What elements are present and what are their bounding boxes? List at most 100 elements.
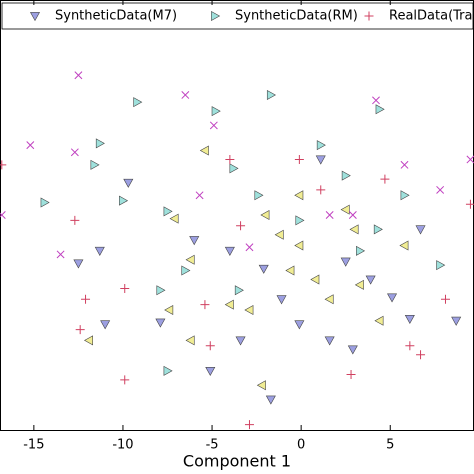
point [315, 155, 326, 165]
point [155, 318, 166, 328]
point [276, 295, 287, 305]
point [133, 97, 143, 108]
point [244, 420, 254, 430]
legend-label: SyntheticData(RM) [235, 9, 358, 24]
point [224, 246, 235, 256]
legend-marker [211, 10, 221, 22]
point [56, 250, 65, 259]
point [244, 304, 254, 315]
point [346, 369, 356, 379]
point [120, 375, 130, 385]
point [400, 190, 410, 201]
point [0, 160, 7, 170]
point [387, 293, 398, 303]
x-tick-label: -15 [23, 438, 44, 453]
point [294, 240, 304, 251]
point [400, 160, 409, 169]
point [100, 320, 111, 330]
point [440, 294, 450, 304]
point [229, 163, 239, 174]
point [451, 316, 462, 326]
point [295, 215, 305, 226]
point [225, 154, 235, 164]
point [181, 265, 191, 276]
point [156, 285, 166, 296]
point [70, 215, 80, 225]
point [26, 141, 35, 150]
point [90, 159, 100, 170]
x-tick-label: 0 [297, 438, 305, 453]
point [185, 254, 195, 265]
point [341, 170, 351, 181]
point [294, 320, 305, 330]
legend-label: RealData(Tra [389, 9, 472, 24]
point [399, 240, 409, 251]
point [209, 121, 218, 130]
x-tick-label: 5 [386, 438, 394, 453]
point [235, 336, 246, 346]
point [265, 395, 276, 405]
point [466, 155, 474, 164]
point [416, 350, 426, 360]
point [404, 315, 415, 325]
point [245, 243, 254, 252]
point [256, 380, 266, 391]
point [164, 304, 174, 315]
point [234, 285, 244, 296]
point [310, 274, 320, 285]
x-tick-label: -5 [206, 438, 219, 453]
point [258, 264, 269, 274]
point [211, 106, 221, 117]
x-axis-label: Component 1 [183, 452, 291, 471]
legend-label: SyntheticData(M7) [55, 9, 177, 24]
point [348, 211, 357, 219]
point [266, 89, 276, 100]
legend-marker [364, 11, 374, 21]
point [199, 145, 209, 156]
point [75, 325, 85, 335]
point [325, 211, 334, 219]
point [436, 260, 446, 271]
point [294, 190, 304, 201]
legend-box [1, 2, 474, 30]
point [224, 299, 234, 310]
point [374, 315, 384, 326]
point [205, 341, 215, 351]
point [260, 209, 270, 221]
point [375, 104, 385, 115]
point [254, 190, 264, 201]
point [340, 204, 350, 215]
point [316, 140, 326, 151]
point [120, 283, 130, 293]
legend-marker [29, 12, 41, 22]
point [163, 365, 173, 376]
point [73, 259, 84, 269]
x-tick-label: -10 [112, 438, 133, 453]
point [436, 185, 445, 194]
point [354, 279, 364, 290]
point [195, 191, 204, 200]
point [94, 246, 105, 256]
point [365, 275, 376, 285]
point [340, 257, 351, 267]
point [200, 300, 210, 310]
point [185, 335, 195, 346]
point [415, 225, 426, 235]
point [316, 185, 326, 195]
point [169, 213, 179, 224]
plot-frame [0, 0, 474, 431]
point [380, 174, 390, 184]
point [189, 236, 200, 246]
point [465, 199, 474, 209]
point [181, 91, 190, 99]
point [74, 71, 83, 80]
point [95, 138, 105, 149]
point [163, 206, 173, 217]
point [274, 229, 284, 240]
point [236, 221, 246, 231]
point [40, 197, 50, 208]
point [123, 178, 134, 188]
point [349, 224, 359, 235]
